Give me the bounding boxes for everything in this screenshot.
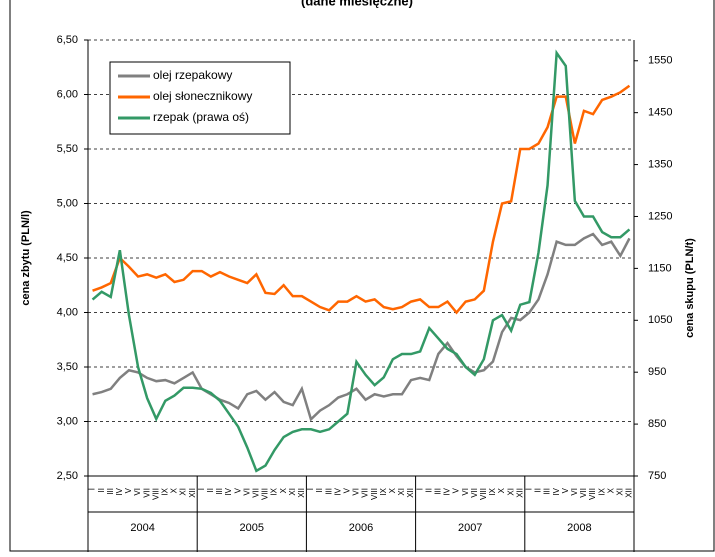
line (91, 49, 631, 473)
x-tick-label: II (534, 488, 543, 492)
x-tick-label: VI (242, 488, 251, 496)
x-tick-label: XII (188, 488, 197, 498)
x-tick-label: I (415, 488, 424, 490)
x-tick-label: VII (251, 488, 260, 498)
x-tick-label: XI (397, 488, 406, 496)
x-tick-label: I (306, 488, 315, 490)
x-tick-label: VI (133, 488, 142, 496)
x-tick-label: VIII (261, 488, 270, 500)
legend-label: olej słonecznikowy (153, 89, 252, 103)
x-tick-label: III (433, 488, 442, 495)
x-tick-label: III (543, 488, 552, 495)
x-tick-label: XI (615, 488, 624, 496)
x-tick-label: XI (179, 488, 188, 496)
group-label: 2005 (240, 522, 264, 534)
group-label: 2004 (130, 522, 154, 534)
x-tick-label: IX (270, 487, 279, 495)
x-tick-label: X (170, 487, 179, 493)
y-tick-label: 4,50 (57, 252, 78, 264)
y-tick-label: 5,50 (57, 143, 78, 155)
x-tick-label: VII (470, 488, 479, 498)
line (92, 84, 631, 315)
x-tick-label: IX (379, 487, 388, 495)
x-tick-label: II (97, 488, 106, 492)
x-tick-label: IV (552, 487, 561, 495)
x-tick-label: V (233, 487, 242, 493)
x-tick-label: VIII (588, 488, 597, 500)
x-tick-label: V (452, 487, 461, 493)
x-tick-label: VI (570, 488, 579, 496)
x-tick-label: V (561, 487, 570, 493)
x-tick-label: VII (579, 488, 588, 498)
x-tick-label: X (497, 487, 506, 493)
x-tick-label: I (197, 488, 206, 490)
x-tick-label: I (88, 488, 97, 490)
x-tick-label: IX (160, 487, 169, 495)
legend-label: olej rzepakowy (153, 68, 232, 82)
x-tick-label: II (424, 488, 433, 492)
x-tick-label: IV (115, 487, 124, 495)
x-tick-label: VIII (151, 488, 160, 500)
group-label: 2008 (567, 522, 591, 534)
y-tick-label: 5,00 (57, 197, 78, 209)
line (92, 232, 631, 422)
x-tick-label: VII (142, 488, 151, 498)
y-tick-label: 3,50 (57, 361, 78, 373)
x-tick-label: XI (506, 488, 515, 496)
x-tick-label: XI (288, 488, 297, 496)
y2-tick-label: 1050 (648, 314, 672, 326)
x-tick-label: X (279, 487, 288, 493)
y2-tick-label: 750 (648, 470, 666, 482)
y2-tick-label: 850 (648, 418, 666, 430)
group-label: 2007 (458, 522, 482, 534)
group-label: 2006 (349, 522, 373, 534)
legend-label: rzepak (prawa oś) (153, 110, 249, 124)
y-tick-label: 6,50 (57, 34, 78, 46)
x-tick-label: IX (488, 487, 497, 495)
x-tick-label: XII (515, 488, 524, 498)
x-tick-label: VIII (479, 488, 488, 500)
y2-tick-label: 950 (648, 366, 666, 378)
x-tick-label: X (388, 487, 397, 493)
x-tick-label: XII (297, 488, 306, 498)
x-tick-label: X (606, 487, 615, 493)
x-tick-label: XII (406, 488, 415, 498)
x-tick-label: VI (352, 488, 361, 496)
y-tick-label: 4,00 (57, 306, 78, 318)
x-tick-label: III (106, 488, 115, 495)
x-tick-label: XII (625, 488, 634, 498)
x-tick-label: I (524, 488, 533, 490)
chart-subtitle: (dane miesięczne) (301, 0, 413, 8)
y2-tick-label: 1250 (648, 210, 672, 222)
x-tick-label: IV (333, 487, 342, 495)
y2-tick-label: 1550 (648, 55, 672, 67)
x-tick-label: V (342, 487, 351, 493)
x-tick-label: VI (461, 488, 470, 496)
x-tick-label: IV (224, 487, 233, 495)
y2-tick-label: 1150 (648, 262, 672, 274)
y2-tick-label: 1350 (648, 158, 672, 170)
y-axis-label: cena zbytu (PLN/l) (20, 210, 32, 306)
x-tick-label: IV (443, 487, 452, 495)
y2-axis-label: cena skupu (PLN/t) (684, 238, 696, 338)
x-tick-label: VIII (370, 488, 379, 500)
x-tick-label: VII (361, 488, 370, 498)
y-tick-label: 3,00 (57, 415, 78, 427)
x-tick-label: III (215, 488, 224, 495)
y-tick-label: 2,50 (57, 470, 78, 482)
y-tick-label: 6,00 (57, 88, 78, 100)
x-tick-label: II (315, 488, 324, 492)
x-tick-label: III (324, 488, 333, 495)
x-tick-label: II (206, 488, 215, 492)
legend-box (109, 61, 291, 135)
x-tick-label: V (124, 487, 133, 493)
y2-tick-label: 1450 (648, 107, 672, 119)
x-tick-label: IX (597, 487, 606, 495)
